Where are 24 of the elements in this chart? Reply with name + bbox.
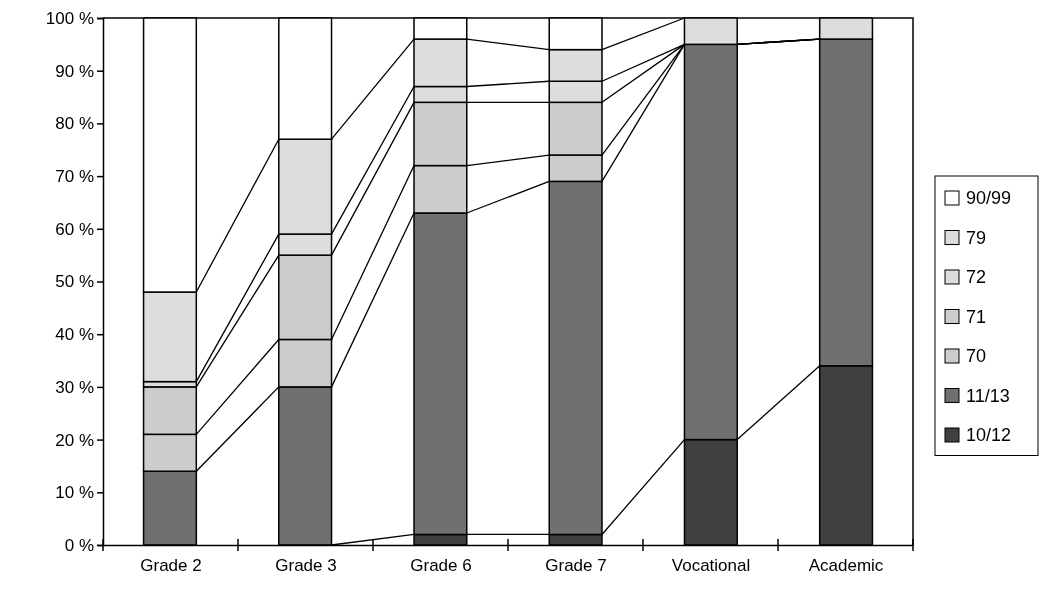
y-tick-label: 90 % (55, 61, 94, 81)
y-tick-label: 40 % (55, 325, 94, 345)
legend-label: 90/99 (966, 188, 1012, 209)
legend-label: 72 (966, 267, 987, 288)
legend-label: 70 (966, 346, 987, 367)
x-tick-label: Academic (808, 556, 884, 576)
x-tick-label: Grade 6 (410, 556, 472, 576)
y-tick-label: 0 % (64, 535, 94, 555)
y-tick-label: 60 % (55, 219, 94, 239)
y-tick-label: 10 % (55, 483, 94, 503)
x-tick-label: Grade 3 (275, 556, 337, 576)
x-tick-label: Vocational (671, 556, 751, 576)
y-tick-label: 30 % (55, 377, 94, 397)
x-tick-label: Grade 2 (140, 556, 202, 576)
legend-label: 71 (966, 306, 987, 327)
y-tick-label: 70 % (55, 167, 94, 187)
legend-label: 10/12 (966, 425, 1012, 446)
y-tick-label: 50 % (55, 272, 94, 292)
y-tick-label: 80 % (55, 114, 94, 134)
y-tick-label: 100 % (45, 8, 94, 28)
legend-label: 79 (966, 227, 987, 248)
y-tick-label: 20 % (55, 430, 94, 450)
x-tick-label: Grade 7 (545, 556, 607, 576)
legend-label: 11/13 (966, 385, 1010, 406)
